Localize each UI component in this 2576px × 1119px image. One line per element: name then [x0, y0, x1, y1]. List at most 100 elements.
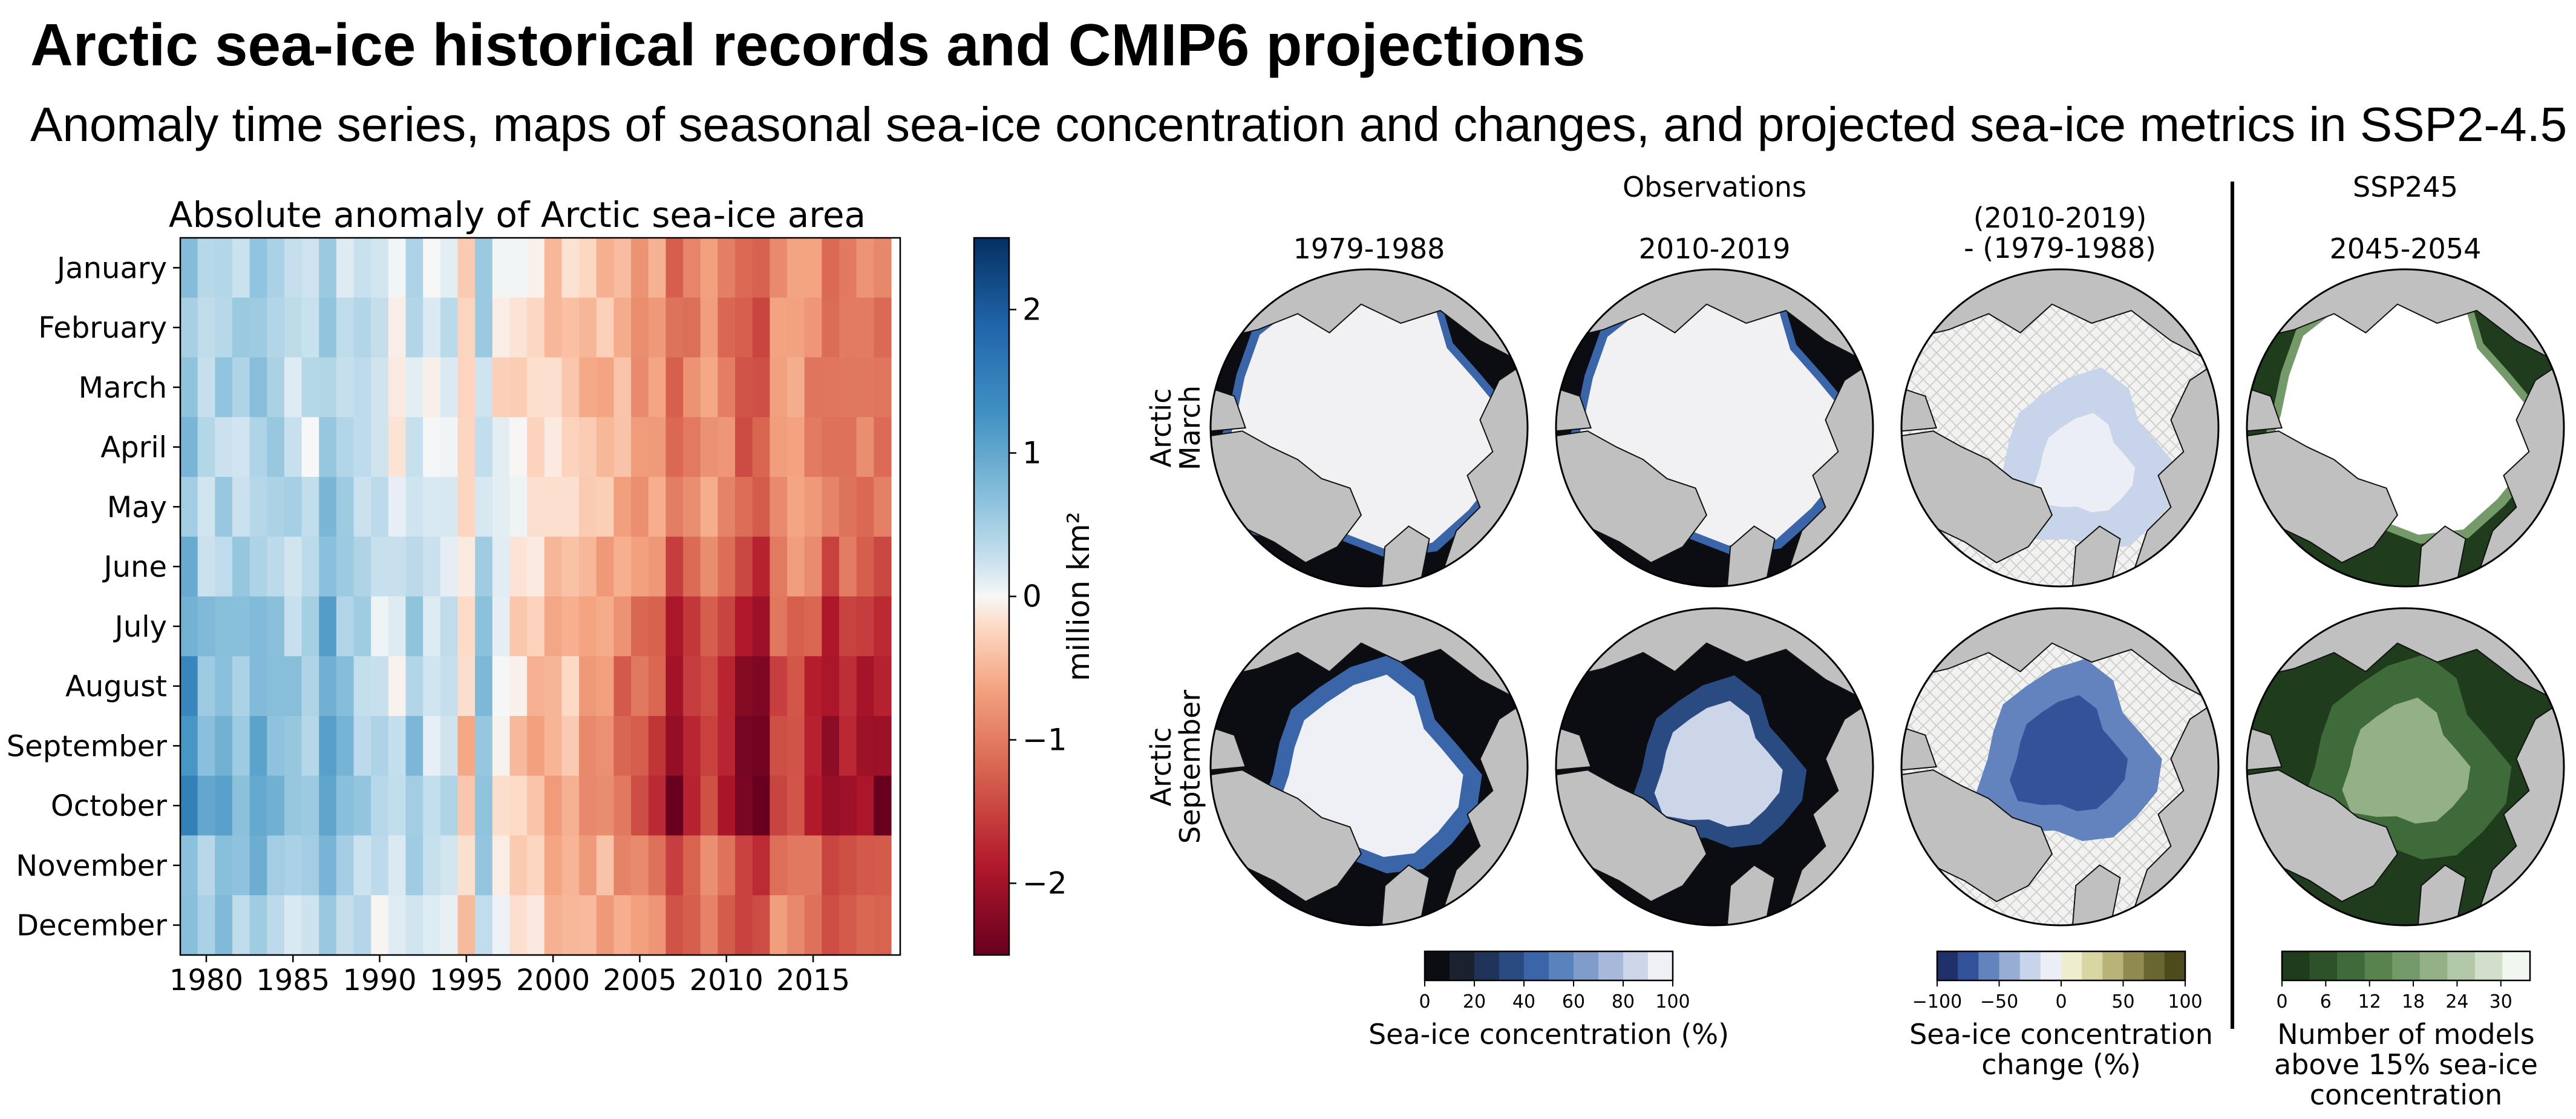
heatmap-cell	[839, 477, 857, 537]
heatmap-cell	[405, 596, 423, 657]
heatmap-cell	[284, 238, 302, 298]
colorbar-segment	[2102, 951, 2123, 980]
heatmap-cell	[804, 417, 822, 477]
heatmap-cell	[752, 536, 770, 597]
heatmap-cell	[336, 357, 355, 418]
heatmap-cell	[822, 716, 840, 776]
heatmap-cell	[718, 895, 736, 956]
heatmap-cell	[718, 596, 736, 657]
heatmap-cell	[215, 656, 233, 717]
heatmap-cell	[353, 775, 371, 836]
heatmap-cell	[267, 238, 285, 298]
heatmap-cell	[492, 536, 511, 597]
heatmap-cell	[856, 835, 874, 896]
colorbar-segment	[2061, 951, 2082, 980]
heatmap-cell	[319, 297, 337, 358]
colorbar-frame	[2281, 950, 2531, 982]
heatmap-cell	[215, 716, 233, 776]
heatmap-cell	[839, 417, 857, 477]
heatmap-cell	[613, 716, 632, 776]
heatmap-cell	[475, 775, 493, 836]
heatmap-cell	[232, 238, 250, 298]
heatmap-cell	[874, 417, 892, 477]
colorbar-label: Sea-ice concentration (%)	[1368, 1018, 1729, 1051]
map-outline	[2246, 607, 2565, 927]
heatmap-cell	[735, 835, 753, 896]
heatmap-cell	[388, 477, 407, 537]
heatmap-cell	[561, 835, 580, 896]
heatmap-cell	[770, 417, 788, 477]
heatmap-cell	[353, 477, 371, 537]
heatmap-cell	[457, 716, 476, 776]
colorbar-tick-label: 0	[1022, 579, 1042, 614]
heatmap-cell	[665, 238, 684, 298]
heatmap-cell	[405, 775, 423, 836]
heatmap-cell	[839, 357, 857, 418]
map-land	[1211, 269, 1528, 363]
heatmap-cell	[457, 656, 476, 717]
colorbar-segment	[2019, 951, 2041, 980]
heatmap-cell	[475, 417, 493, 477]
heatmap-cell	[509, 596, 528, 657]
map-column-label: (2010-2019)	[1973, 202, 2147, 234]
heatmap-cell	[336, 477, 355, 537]
heatmap-cell	[180, 536, 198, 597]
heatmap-xtick-label: 2000	[516, 963, 590, 997]
heatmap-cell	[527, 536, 545, 597]
heatmap-cell	[197, 716, 215, 776]
map-outline	[1900, 607, 2220, 927]
heatmap-cell	[613, 775, 632, 836]
heatmap-cell	[613, 656, 632, 717]
heatmap-cell	[718, 835, 736, 896]
colorbar-segment	[2164, 951, 2186, 980]
map-land	[1901, 726, 1938, 771]
heatmap-cell	[822, 835, 840, 896]
heatmap-cell	[371, 297, 389, 358]
heatmap-cell	[752, 297, 770, 358]
heatmap-cell	[284, 656, 302, 717]
heatmap-cell	[267, 357, 285, 418]
heatmap-cell	[735, 775, 753, 836]
heatmap-cell	[544, 656, 563, 717]
heatmap-row-label: September	[7, 729, 168, 763]
heatmap-cell	[492, 297, 511, 358]
heatmap-cell	[336, 536, 355, 597]
heatmap-cell	[249, 775, 267, 836]
heatmap-cell	[215, 357, 233, 418]
heatmap-cell	[492, 656, 511, 717]
heatmap-cell	[232, 297, 250, 358]
heatmap-row-label: January	[55, 251, 167, 285]
heatmap-cell	[804, 656, 822, 717]
heatmap-cell	[197, 895, 215, 956]
heatmap-xtick-label: 1985	[256, 963, 330, 997]
heatmap-cell	[249, 297, 267, 358]
heatmap-cell	[804, 835, 822, 896]
colorbar-segment	[2474, 951, 2503, 980]
heatmap-cell	[596, 297, 615, 358]
heatmap-cell	[284, 835, 302, 896]
heatmap-cell	[648, 477, 667, 537]
heatmap-cell	[839, 835, 857, 896]
heatmap-cell	[509, 357, 528, 418]
heatmap-cell	[700, 895, 719, 956]
page-title: Arctic sea-ice historical records and CM…	[30, 11, 1586, 78]
heatmap-cell	[353, 417, 371, 477]
heatmap-cell	[440, 238, 459, 298]
heatmap-cell	[232, 417, 250, 477]
heatmap-cell	[180, 835, 198, 896]
heatmap-cell	[770, 238, 788, 298]
heatmap-cell	[683, 596, 701, 657]
heatmap-row-label: August	[65, 670, 167, 704]
heatmap-cell	[301, 596, 319, 657]
map-outline	[1555, 268, 1874, 588]
heatmap-cell	[509, 835, 528, 896]
colorbar-segment	[1648, 951, 1673, 980]
heatmap-cell	[284, 417, 302, 477]
heatmap-cell	[319, 895, 337, 956]
heatmap-cell	[319, 596, 337, 657]
heatmap-cell	[579, 596, 597, 657]
heatmap-cell	[336, 297, 355, 358]
colorbar-segment	[1978, 951, 1999, 980]
polar-map-panel	[2247, 608, 2564, 925]
map-outline	[1555, 607, 1874, 927]
